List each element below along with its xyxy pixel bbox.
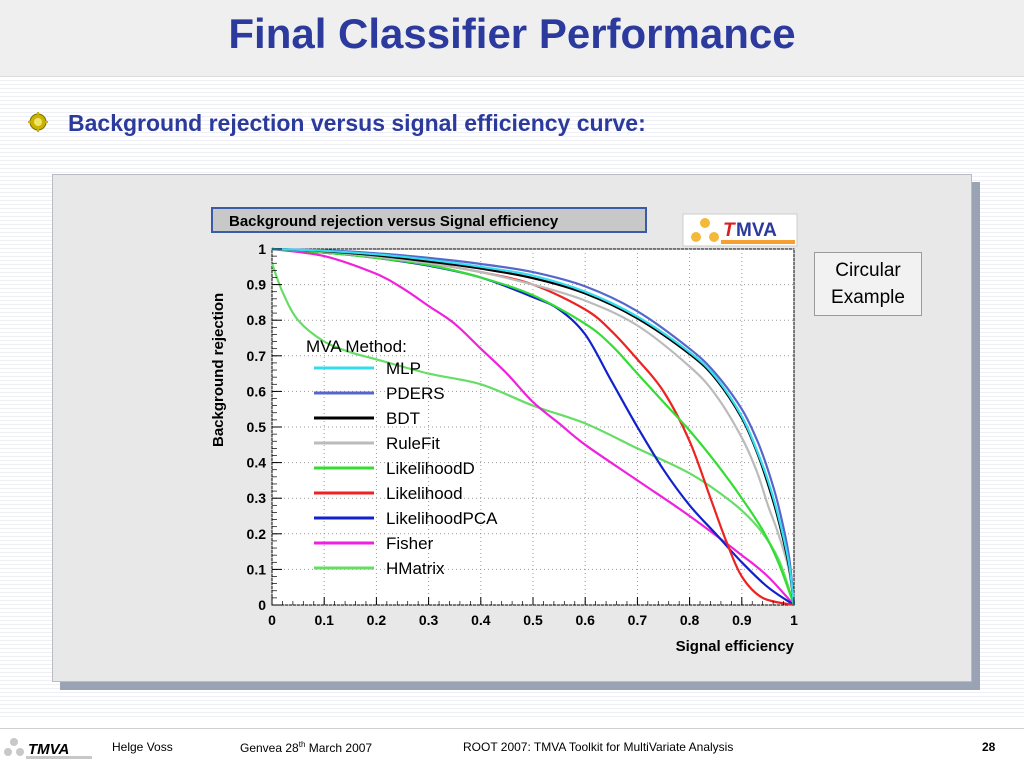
title-bar (0, 0, 1024, 77)
footer-logo-text: TMVA (28, 741, 69, 758)
legend-label-mlp: MLP (386, 359, 421, 378)
bullet-text: Background rejection versus signal effic… (68, 110, 646, 136)
y-tick-label: 0.2 (247, 526, 267, 542)
bullet-gear-icon (28, 112, 48, 132)
x-tick-label: 0.3 (419, 612, 439, 628)
footer-location-prefix: Genvea 28 (240, 741, 299, 755)
legend-title: MVA Method: (306, 337, 407, 356)
y-tick-label: 1 (258, 241, 266, 257)
footer-location-sup: th (298, 740, 306, 749)
x-tick-label: 0.6 (575, 612, 595, 628)
y-tick-label: 0.4 (247, 455, 267, 471)
x-tick-label: 0.4 (471, 612, 491, 628)
note-line-1: Circular (835, 260, 901, 281)
circular-example-note: Circular Example (814, 252, 922, 316)
x-tick-label: 0.8 (680, 612, 700, 628)
legend-label-likelihood: Likelihood (386, 484, 463, 503)
y-tick-label: 0.7 (247, 348, 267, 364)
y-tick-label: 0.9 (247, 277, 267, 293)
curve-pders (271, 247, 796, 606)
legend-label-pders: PDERS (386, 384, 445, 403)
roc-chart: Background rejection versus Signal effic… (210, 207, 799, 655)
logo-text-mva: MVA (736, 220, 777, 241)
y-axis-label: Background rejection (210, 293, 227, 447)
ticks: 0 0.1 0.2 0.3 0.4 0.5 0.6 0.7 0.8 0.9 1 0 0.1 0.2 0.3 0… (247, 241, 799, 628)
x-tick-label: 0.5 (523, 612, 543, 628)
chart-title: Background rejection versus Signal effic… (229, 213, 559, 230)
legend-label-bdt: BDT (386, 409, 420, 428)
plot-panel: Background rejection versus Signal effic… (52, 174, 972, 682)
y-tick-label: 0.5 (247, 419, 267, 435)
x-tick-label: 0.9 (732, 612, 752, 628)
legend-label-likelihoodpca: LikelihoodPCA (386, 509, 498, 528)
x-tick-label: 0 (268, 612, 276, 628)
legend: MVA Method: MLP PDERS BDT RuleFit LikelihoodD… (306, 337, 498, 578)
x-tick-label: 1 (790, 612, 798, 628)
tmva-logo: T MVA (682, 213, 798, 247)
curve-likelihoodd (271, 247, 796, 606)
footer-author: Helge Voss (112, 740, 173, 754)
curves (270, 247, 796, 607)
curve-rulefit (271, 247, 796, 606)
footer-tmva-logo: TMVA (4, 738, 92, 759)
footer-conference: ROOT 2007: TMVA Toolkit for MultiVariate… (463, 740, 734, 754)
y-tick-label: 0.1 (247, 561, 267, 577)
page-number: 28 (982, 740, 996, 754)
y-tick-label: 0.8 (247, 312, 267, 328)
chart-title-box (211, 207, 647, 233)
y-tick-label: 0.3 (247, 490, 267, 506)
note-line-2: Example (831, 287, 905, 308)
y-tick-label: 0 (258, 597, 266, 613)
legend-label-likelihoodd: LikelihoodD (386, 459, 475, 478)
x-tick-label: 0.7 (628, 612, 648, 628)
curve-mlp (271, 247, 796, 606)
x-tick-label: 0.2 (367, 612, 387, 628)
logo-text-t: T (723, 220, 736, 241)
footer (0, 728, 1024, 769)
footer-location-suffix: March 2007 (305, 741, 373, 755)
slide-title: Final Classifier Performance (228, 10, 796, 57)
legend-label-rulefit: RuleFit (386, 434, 440, 453)
x-tick-label: 0.1 (314, 612, 334, 628)
legend-label-hmatrix: HMatrix (386, 559, 445, 578)
legend-label-fisher: Fisher (386, 534, 434, 553)
footer-location: Genvea 28th March 2007 (240, 740, 372, 755)
y-tick-label: 0.6 (247, 383, 267, 399)
curve-hmatrix (270, 262, 796, 606)
x-axis-label: Signal efficiency (676, 638, 795, 655)
